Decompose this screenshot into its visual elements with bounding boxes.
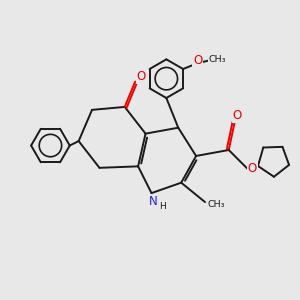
Text: O: O <box>136 70 146 83</box>
Text: O: O <box>193 54 202 67</box>
Text: H: H <box>159 202 166 211</box>
Text: CH₃: CH₃ <box>209 55 226 64</box>
Text: N: N <box>148 195 157 208</box>
Text: O: O <box>248 162 257 175</box>
Text: O: O <box>232 109 242 122</box>
Text: CH₃: CH₃ <box>208 200 225 209</box>
